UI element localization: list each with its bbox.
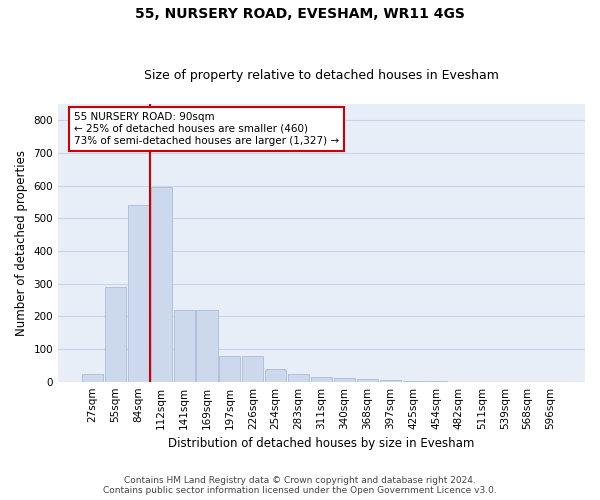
Bar [242,356,263,382]
Bar [357,380,378,382]
Bar [128,206,149,382]
Bar [220,356,241,382]
Bar [334,378,355,382]
Bar [380,380,401,382]
Text: 55 NURSERY ROAD: 90sqm
← 25% of detached houses are smaller (460)
73% of semi-de: 55 NURSERY ROAD: 90sqm ← 25% of detached… [74,112,339,146]
Bar [265,370,286,382]
Bar [196,310,218,382]
Bar [288,374,309,382]
Bar [105,287,126,382]
Text: Contains HM Land Registry data © Crown copyright and database right 2024.
Contai: Contains HM Land Registry data © Crown c… [103,476,497,495]
Text: 55, NURSERY ROAD, EVESHAM, WR11 4GS: 55, NURSERY ROAD, EVESHAM, WR11 4GS [135,8,465,22]
Bar [151,188,172,382]
Y-axis label: Number of detached properties: Number of detached properties [15,150,28,336]
Title: Size of property relative to detached houses in Evesham: Size of property relative to detached ho… [144,69,499,82]
X-axis label: Distribution of detached houses by size in Evesham: Distribution of detached houses by size … [169,437,475,450]
Bar [403,381,424,382]
Bar [82,374,103,382]
Bar [173,310,194,382]
Bar [311,377,332,382]
